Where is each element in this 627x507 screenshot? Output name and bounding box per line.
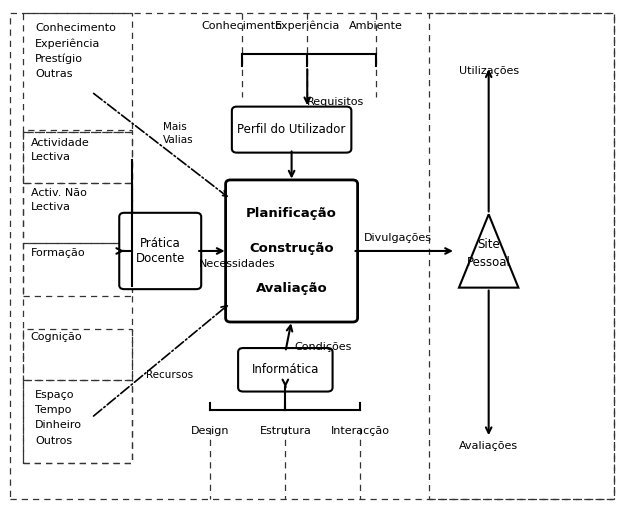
FancyBboxPatch shape <box>119 213 201 289</box>
Text: Recursos: Recursos <box>146 370 193 380</box>
Text: Formação: Formação <box>31 248 85 259</box>
Text: Prática: Prática <box>140 237 181 250</box>
Text: Prestígio: Prestígio <box>35 54 83 64</box>
Text: Avaliações: Avaliações <box>459 441 519 451</box>
FancyBboxPatch shape <box>232 106 351 153</box>
Text: Condições: Condições <box>295 342 352 352</box>
Text: Lectiva: Lectiva <box>31 202 71 212</box>
Text: Activ. Não: Activ. Não <box>31 188 87 198</box>
FancyBboxPatch shape <box>238 348 332 391</box>
Bar <box>23 183 132 243</box>
Bar <box>23 132 132 183</box>
Text: Avaliação: Avaliação <box>256 282 327 296</box>
Text: Necessidades: Necessidades <box>199 259 276 269</box>
Text: Dinheiro: Dinheiro <box>35 420 82 430</box>
Text: Conhecimento: Conhecimento <box>201 21 282 31</box>
Text: Ambiente: Ambiente <box>349 21 403 31</box>
Bar <box>23 380 132 463</box>
Text: Conhecimento: Conhecimento <box>35 23 116 33</box>
Text: Perfil do Utilizador: Perfil do Utilizador <box>238 123 346 136</box>
FancyBboxPatch shape <box>226 180 357 322</box>
Polygon shape <box>459 214 519 287</box>
Text: Requisitos: Requisitos <box>307 97 364 107</box>
Bar <box>23 243 132 297</box>
Text: Actividade: Actividade <box>31 138 90 148</box>
Text: Mais: Mais <box>164 122 187 132</box>
Text: Espaço: Espaço <box>35 390 75 400</box>
Text: Planificação: Planificação <box>246 206 337 220</box>
Text: Docente: Docente <box>135 252 185 265</box>
Text: Informática: Informática <box>251 364 319 376</box>
Text: Utilizações: Utilizações <box>458 66 519 77</box>
Text: Experiência: Experiência <box>275 21 340 31</box>
Text: Estrutura: Estrutura <box>260 426 311 437</box>
Bar <box>23 130 132 463</box>
Text: Outros: Outros <box>35 436 72 446</box>
Text: Tempo: Tempo <box>35 405 71 415</box>
Text: Outras: Outras <box>35 69 73 79</box>
Text: Interacção: Interacção <box>331 426 390 437</box>
Text: Construção: Construção <box>250 242 334 255</box>
Text: Divulgações: Divulgações <box>364 233 431 243</box>
Text: Experiência: Experiência <box>35 39 100 49</box>
Text: Valias: Valias <box>164 135 194 145</box>
Text: Design: Design <box>191 426 229 437</box>
Text: Site: Site <box>477 238 500 251</box>
Bar <box>23 13 132 132</box>
Text: Lectiva: Lectiva <box>31 153 71 162</box>
Text: Pessoal: Pessoal <box>466 256 510 269</box>
Bar <box>23 330 132 380</box>
Text: Cognição: Cognição <box>31 332 82 342</box>
Bar <box>429 13 614 499</box>
